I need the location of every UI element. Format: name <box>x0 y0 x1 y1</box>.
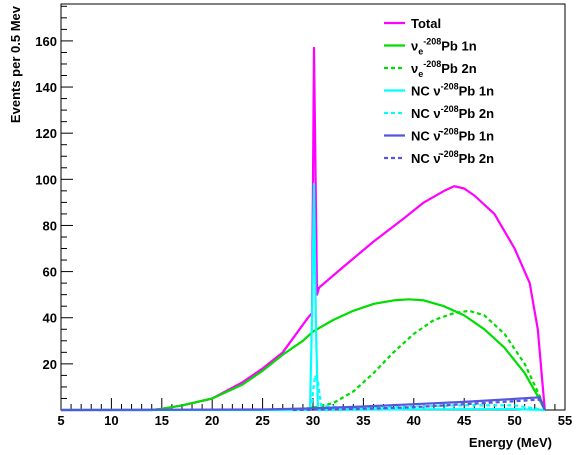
legend-entry-5: NC ν̄-208Pb 1n <box>411 127 494 144</box>
y-tick-label: 40 <box>43 311 57 326</box>
y-tick-label: 60 <box>43 265 57 280</box>
series-line-1 <box>61 298 546 412</box>
x-tick-label: 20 <box>205 413 219 428</box>
y-tick-label: 140 <box>35 80 57 95</box>
series-line-3 <box>61 182 545 412</box>
legend-entry-3: NC ν-208Pb 1n <box>411 82 494 99</box>
x-tick-label: 25 <box>255 413 269 428</box>
series-layer <box>60 46 546 412</box>
x-axis-label: Energy (MeV) <box>469 435 552 450</box>
x-tick-label: 50 <box>507 413 521 428</box>
legend-entry-4: NC ν-208Pb 2n <box>411 104 494 121</box>
legend-entry-2: νe-208Pb 2n <box>411 59 477 79</box>
x-tick-label: 30 <box>306 413 320 428</box>
x-tick-label: 5 <box>57 413 64 428</box>
y-tick-label: 80 <box>43 218 57 233</box>
y-tick-label: 160 <box>35 34 57 49</box>
x-tick-label: 15 <box>155 413 169 428</box>
series-line-6 <box>292 398 546 412</box>
legend-entry-1: νe-208Pb 1n <box>411 37 477 57</box>
series-line-5 <box>60 396 546 412</box>
series-line-4 <box>309 374 545 412</box>
axis-ticks: 5 10 15 20 25 30 35 40 45 50 55 20 40 60 80 100 120 140 16… <box>35 5 572 428</box>
x-tick-label: 10 <box>104 413 118 428</box>
x-tick-label: 40 <box>407 413 421 428</box>
x-tick-label: 35 <box>356 413 370 428</box>
legend-entry-0: Total <box>411 16 441 31</box>
legend-entry-6: NC ν̄-208Pb 2n <box>411 149 494 166</box>
y-axis-label: Events per 0.5 Mev <box>8 5 23 123</box>
y-tick-label: 100 <box>35 172 57 187</box>
x-tick-label: 55 <box>558 413 572 428</box>
y-tick-label: 120 <box>35 126 57 141</box>
series-line-2 <box>292 309 546 412</box>
x-tick-label: 45 <box>457 413 471 428</box>
series-line-0 <box>61 46 546 412</box>
y-tick-label: 20 <box>43 357 57 372</box>
